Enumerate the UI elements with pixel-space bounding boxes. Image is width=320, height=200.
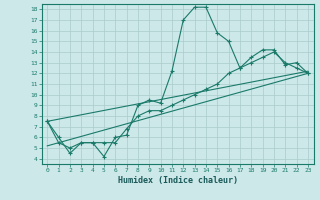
X-axis label: Humidex (Indice chaleur): Humidex (Indice chaleur) [118, 176, 237, 185]
